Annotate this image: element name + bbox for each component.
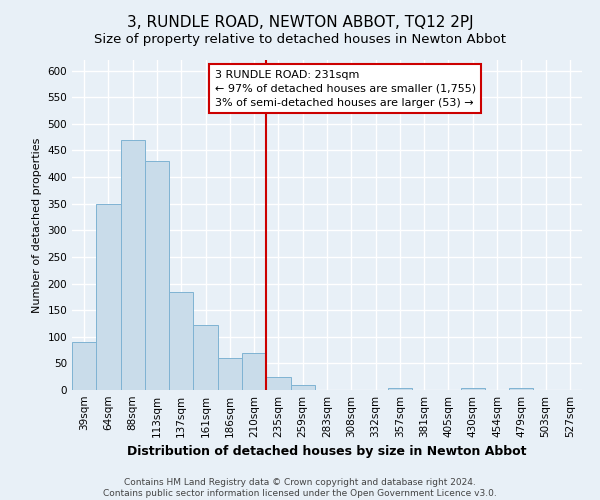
Text: Contains HM Land Registry data © Crown copyright and database right 2024.
Contai: Contains HM Land Registry data © Crown c… xyxy=(103,478,497,498)
Bar xyxy=(72,342,96,390)
Bar xyxy=(145,161,169,390)
Text: Size of property relative to detached houses in Newton Abbot: Size of property relative to detached ho… xyxy=(94,32,506,46)
Bar xyxy=(193,325,218,390)
Bar xyxy=(388,388,412,390)
Y-axis label: Number of detached properties: Number of detached properties xyxy=(32,138,42,312)
Bar xyxy=(461,388,485,390)
Text: 3 RUNDLE ROAD: 231sqm
← 97% of detached houses are smaller (1,755)
3% of semi-de: 3 RUNDLE ROAD: 231sqm ← 97% of detached … xyxy=(215,70,476,108)
Bar xyxy=(121,140,145,390)
X-axis label: Distribution of detached houses by size in Newton Abbot: Distribution of detached houses by size … xyxy=(127,446,527,458)
Bar xyxy=(242,352,266,390)
Text: 3, RUNDLE ROAD, NEWTON ABBOT, TQ12 2PJ: 3, RUNDLE ROAD, NEWTON ABBOT, TQ12 2PJ xyxy=(127,15,473,30)
Bar xyxy=(266,376,290,390)
Bar xyxy=(96,204,121,390)
Bar xyxy=(509,388,533,390)
Bar xyxy=(169,292,193,390)
Bar xyxy=(218,358,242,390)
Bar xyxy=(290,384,315,390)
